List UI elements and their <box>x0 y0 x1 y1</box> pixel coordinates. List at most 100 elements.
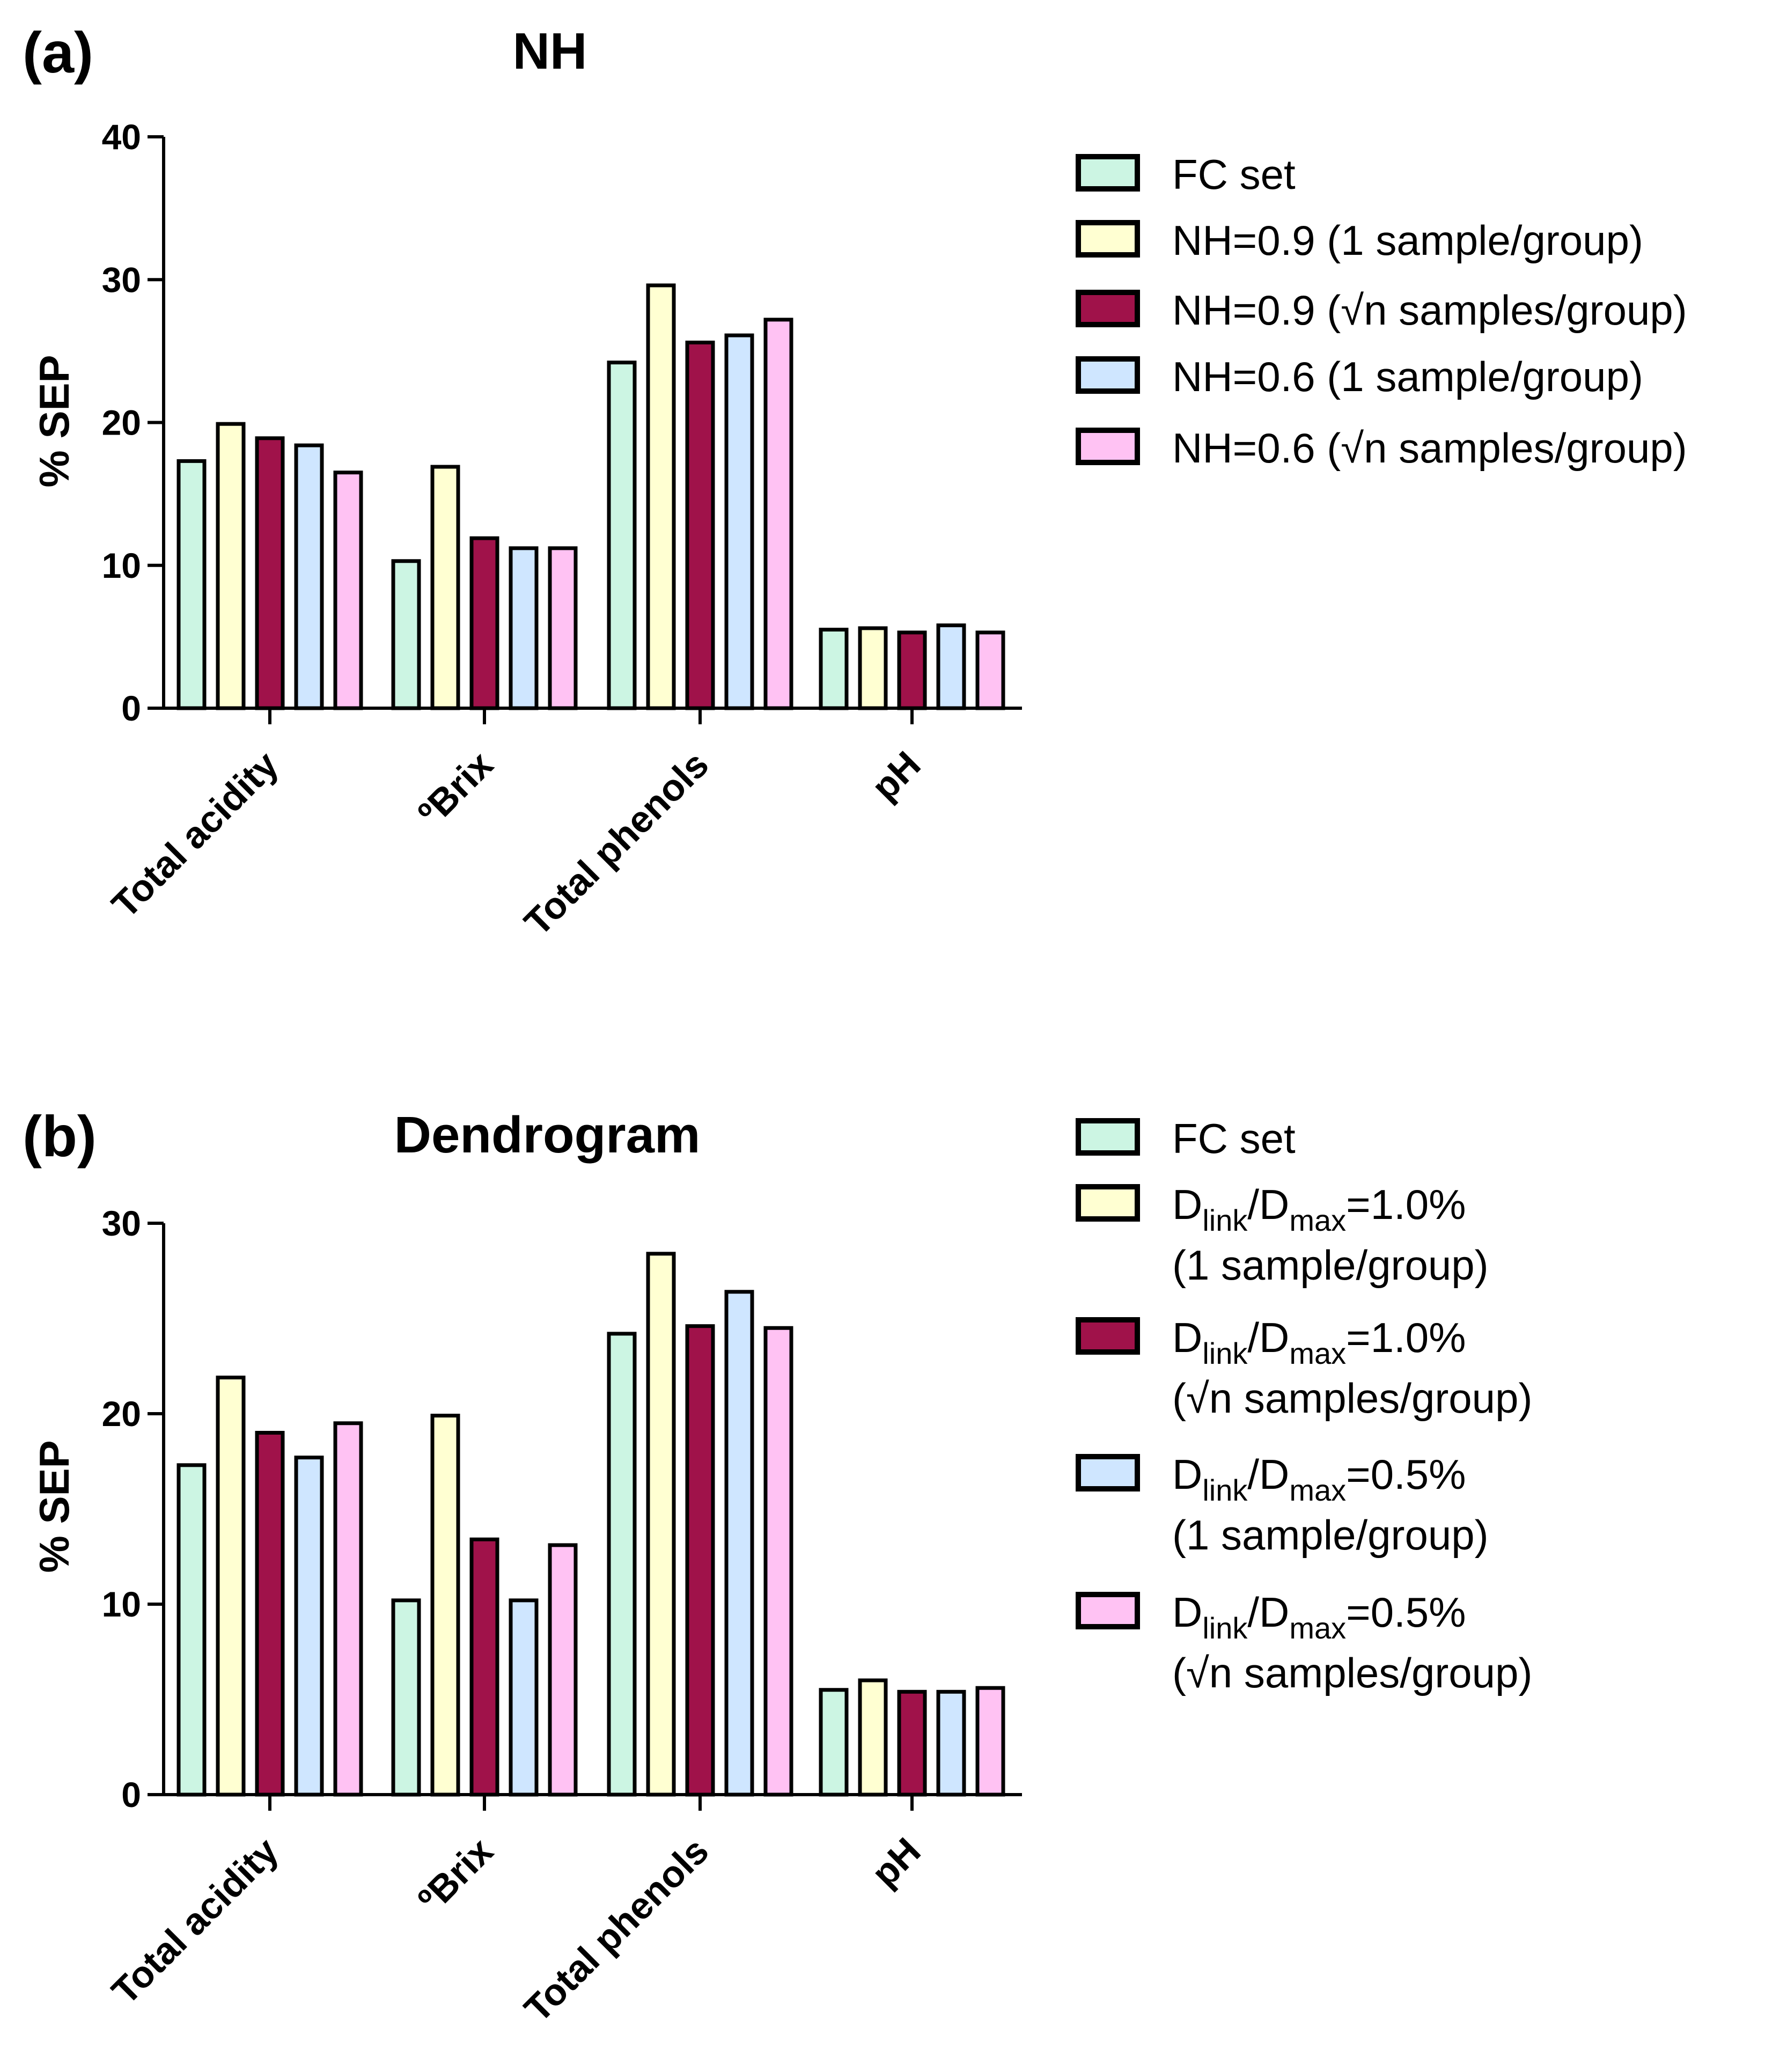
legend-text-part: max <box>1289 1203 1346 1237</box>
legend-text-part: max <box>1289 1473 1346 1507</box>
category-label: Total acidity <box>104 743 286 925</box>
legend-label-2: NH=0.9 (1 sample/group) <box>1172 217 1643 264</box>
bar-brix-series-1 <box>391 1598 421 1797</box>
legend-text-part: /D <box>1247 1181 1289 1228</box>
bar-totalphenols-series-2 <box>646 1252 676 1797</box>
bar-ph-series-1 <box>819 628 849 710</box>
legend-text-part: max <box>1289 1611 1346 1645</box>
bar-brix-series-3 <box>469 1537 499 1797</box>
legend-text-part: =0.5% <box>1346 1451 1466 1498</box>
bar-totalacidity-series-3 <box>255 1431 285 1797</box>
y-axis-label: % SEP <box>31 1440 78 1573</box>
bar-ph-series-5 <box>975 1686 1005 1797</box>
legend-label-3: NH=0.9 (√n samples/group) <box>1172 286 1687 334</box>
y-tick-label: 10 <box>102 1584 141 1624</box>
panel-letter: (b) <box>23 1104 97 1169</box>
legend-text-part: /D <box>1247 1314 1289 1361</box>
legend-text-part: /D <box>1247 1451 1289 1498</box>
legend-swatch-5 <box>1076 428 1140 465</box>
legend-swatch-2 <box>1076 220 1140 258</box>
category-label: pH <box>863 1829 928 1894</box>
bar-ph-series-3 <box>897 1689 927 1797</box>
legend-swatch-5 <box>1076 1592 1140 1629</box>
y-tick-label: 20 <box>102 1394 141 1434</box>
legend-text-part: D <box>1172 1589 1202 1636</box>
y-tick-label: 10 <box>102 546 141 585</box>
legend-swatch-4 <box>1076 1454 1140 1491</box>
y-tick-label: 40 <box>102 117 141 157</box>
panel-title: NH <box>513 23 587 80</box>
legend-label-1: FC set <box>1172 151 1296 198</box>
bar-brix-series-4 <box>509 1598 539 1797</box>
bar-ph-series-4 <box>936 623 966 710</box>
bar-ph-series-2 <box>858 1678 888 1797</box>
legend-label-5: NH=0.6 (√n samples/group) <box>1172 424 1687 472</box>
bar-totalacidity-series-1 <box>176 459 207 710</box>
bar-ph-series-2 <box>858 626 888 710</box>
category-label: pH <box>863 743 928 808</box>
bar-totalphenols-series-1 <box>607 1332 637 1797</box>
bar-brix-series-2 <box>430 465 460 710</box>
bar-totalphenols-series-5 <box>763 1326 793 1797</box>
legend-text-part: D <box>1172 1314 1202 1361</box>
legend-label-2: Dlink/Dmax=1.0% <box>1172 1181 1466 1237</box>
y-tick-label: 30 <box>102 1203 141 1243</box>
legend-text-part: =1.0% <box>1346 1181 1466 1228</box>
bar-brix-series-2 <box>430 1414 460 1797</box>
bar-ph-series-3 <box>897 630 927 710</box>
y-axis-label: % SEP <box>31 355 78 487</box>
bar-brix-series-4 <box>509 546 539 710</box>
category-label: Total acidity <box>104 1829 286 2012</box>
bar-totalphenols-series-5 <box>763 318 793 710</box>
legend-text-part: link <box>1202 1203 1248 1237</box>
legend-swatch-1 <box>1076 154 1140 192</box>
legend-label-line2-5: (√n samples/group) <box>1172 1649 1532 1696</box>
legend-swatch-4 <box>1076 356 1140 394</box>
legend-label-4: NH=0.6 (1 sample/group) <box>1172 353 1643 400</box>
bar-totalacidity-series-5 <box>333 471 363 710</box>
legend-text-part: D <box>1172 1451 1202 1498</box>
panel-letter: (a) <box>23 20 93 85</box>
bar-totalacidity-series-4 <box>294 1456 324 1797</box>
bar-brix-series-5 <box>548 1543 578 1797</box>
category-label: ºBrix <box>410 743 501 834</box>
bar-totalphenols-series-2 <box>646 283 676 710</box>
bar-totalphenols-series-1 <box>607 361 637 710</box>
bar-totalphenols-series-4 <box>724 333 754 710</box>
legend-text-part: D <box>1172 1181 1202 1228</box>
bar-totalphenols-series-3 <box>685 1324 715 1797</box>
legend-label-4: Dlink/Dmax=0.5% <box>1172 1451 1466 1507</box>
panel-title: Dendrogram <box>394 1106 701 1164</box>
legend-label-3: Dlink/Dmax=1.0% <box>1172 1314 1466 1370</box>
y-tick-label: 0 <box>121 688 141 728</box>
legend-text-part: /D <box>1247 1589 1289 1636</box>
legend-text-part: max <box>1289 1336 1346 1370</box>
legend-text-part: link <box>1202 1611 1248 1645</box>
legend-swatch-1 <box>1076 1118 1140 1156</box>
category-label: Total phenols <box>516 1829 716 2030</box>
bar-totalacidity-series-2 <box>216 1376 246 1797</box>
legend-text-part: =1.0% <box>1346 1314 1466 1361</box>
legend-label-line2-4: (1 sample/group) <box>1172 1511 1489 1559</box>
bar-brix-series-5 <box>548 546 578 710</box>
legend-text-part: link <box>1202 1336 1248 1370</box>
bar-totalacidity-series-4 <box>294 443 324 710</box>
chart-panel-a: (a) NH % SEP 0 10 20 30 40 Total acidity ºBrix Tot… <box>23 20 1687 944</box>
chart-panel-b: (b) Dendrogram % SEP 0 10 20 30 Total acidity ºB… <box>23 1104 1532 2030</box>
bar-totalphenols-series-4 <box>724 1290 754 1797</box>
bar-brix-series-1 <box>391 559 421 710</box>
bar-totalacidity-series-5 <box>333 1421 363 1797</box>
legend-text-part: link <box>1202 1473 1248 1507</box>
legend: FC set NH=0.9 (1 sample/group) NH=0.9 (√n … <box>1076 151 1687 472</box>
bar-ph-series-5 <box>975 630 1005 710</box>
bar-brix-series-3 <box>469 536 499 710</box>
bar-totalacidity-series-1 <box>176 1463 207 1797</box>
category-label: ºBrix <box>410 1829 501 1921</box>
legend-label-5: Dlink/Dmax=0.5% <box>1172 1589 1466 1645</box>
legend-swatch-3 <box>1076 290 1140 327</box>
category-label: Total phenols <box>516 743 716 943</box>
legend-swatch-3 <box>1076 1317 1140 1355</box>
legend-label-1: FC set <box>1172 1115 1296 1162</box>
